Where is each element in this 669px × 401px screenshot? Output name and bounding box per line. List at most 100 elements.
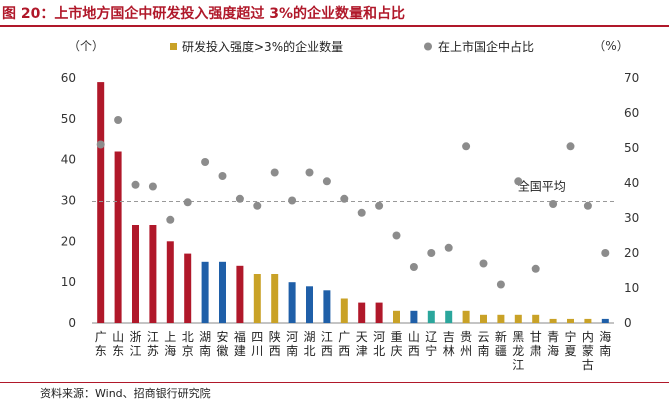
- bar-天津: [358, 302, 366, 323]
- x-label-上海: 上海: [164, 330, 176, 358]
- dot-黑龙江: [514, 177, 523, 186]
- bar-宁夏: [567, 318, 574, 323]
- left-tick-label: 20: [61, 234, 76, 248]
- x-label-四川: 四川: [251, 330, 263, 358]
- dot-河北: [375, 201, 384, 210]
- x-label-北京: 北京: [182, 330, 194, 358]
- right-tick-label: 70: [624, 71, 639, 85]
- x-label-广西: 广西: [338, 330, 350, 358]
- x-label-山西: 山西: [408, 330, 420, 358]
- average-label: 全国平均: [518, 179, 566, 194]
- left-tick-label: 50: [61, 112, 76, 126]
- dot-甘肃: [531, 264, 540, 273]
- x-label-内蒙古: 内蒙古: [582, 330, 594, 372]
- x-label-天津: 天津: [356, 330, 368, 358]
- legend-dot-swatch: [424, 42, 432, 51]
- bar-北京: [184, 253, 192, 323]
- dot-吉林: [444, 243, 453, 252]
- x-label-云南: 云南: [477, 330, 489, 358]
- right-tick-label: 0: [624, 316, 632, 330]
- bar-重庆: [393, 310, 400, 324]
- left-axis-unit: （个）: [68, 39, 104, 53]
- bar-内蒙古: [584, 318, 592, 323]
- x-label-河北: 河北: [373, 330, 385, 358]
- dot-新疆: [496, 280, 505, 289]
- bar-河南: [288, 282, 296, 323]
- left-tick-label: 60: [61, 71, 76, 85]
- bar-吉林: [445, 310, 453, 324]
- bar-贵州: [462, 310, 470, 324]
- x-label-辽宁: 辽宁: [425, 330, 437, 358]
- dot-浙江: [131, 180, 140, 189]
- dot-湖北: [305, 168, 314, 177]
- x-label-贵州: 贵州: [460, 330, 472, 358]
- dot-辽宁: [427, 249, 436, 257]
- legend-bar-swatch: [170, 43, 177, 50]
- bar-辽宁: [427, 310, 435, 324]
- x-label-江苏: 江苏: [147, 330, 159, 358]
- bar-湖北: [306, 286, 313, 324]
- x-label-广东: 广东: [95, 330, 107, 358]
- dot-北京: [183, 198, 192, 207]
- right-tick-label: 60: [624, 106, 639, 120]
- x-label-新疆: 新疆: [495, 329, 507, 358]
- dot-贵州: [462, 142, 471, 151]
- bar-上海: [166, 241, 174, 323]
- dot-四川: [253, 201, 262, 210]
- x-label-吉林: 吉林: [443, 330, 455, 358]
- dot-福建: [235, 194, 244, 203]
- x-label-福建: 福建: [234, 329, 246, 358]
- x-label-江西: 江西: [321, 330, 333, 358]
- bar-河北: [375, 302, 383, 323]
- left-tick-label: 30: [61, 194, 76, 208]
- x-label-海南: 海南: [599, 329, 611, 358]
- dot-重庆: [392, 231, 401, 240]
- right-tick-label: 10: [624, 281, 639, 295]
- dot-河南: [288, 196, 297, 205]
- right-tick-label: 20: [624, 246, 639, 260]
- dot-湖南: [201, 158, 210, 166]
- bar-新疆: [497, 314, 505, 323]
- figure-title: 图 20：上市地方国企中研发投入强度超过 3%的企业数量和占比: [2, 6, 405, 22]
- right-tick-label: 50: [624, 141, 639, 155]
- dot-宁夏: [566, 142, 575, 151]
- bar-湖南: [201, 261, 209, 324]
- dot-天津: [357, 208, 366, 217]
- x-label-黑龙江: 黑龙江: [512, 330, 524, 372]
- bar-广西: [340, 298, 348, 323]
- bar-海南: [601, 318, 609, 323]
- dot-上海: [166, 215, 175, 224]
- legend-dot-label: 在上市国企中占比: [438, 39, 534, 54]
- bar-series: [97, 82, 609, 324]
- legend: 研发投入强度>3%的企业数量 在上市国企中占比: [170, 39, 534, 54]
- bar-甘肃: [532, 314, 540, 323]
- bar-山东: [114, 151, 122, 323]
- left-axis-ticks: 0 10 20 30 40 50 60: [61, 71, 76, 330]
- x-label-浙江: 浙江: [129, 330, 141, 358]
- bar-福建: [236, 265, 244, 323]
- bar-陕西: [271, 274, 279, 323]
- dot-内蒙古: [583, 201, 592, 210]
- left-tick-label: 40: [61, 153, 76, 167]
- bar-四川: [253, 274, 261, 323]
- x-label-宁夏: 宁夏: [564, 329, 576, 358]
- dot-广西: [340, 194, 349, 203]
- share-series: [96, 116, 610, 289]
- dot-海南: [601, 249, 610, 257]
- x-label-陕西: 陕西: [269, 329, 281, 358]
- bar-浙江: [132, 225, 139, 323]
- left-tick-label: 0: [68, 316, 76, 330]
- dot-山西: [409, 263, 418, 271]
- x-axis-labels: 广东山东浙江江苏上海北京湖南安徽福建四川陕西河南湖北江西广西天津河北重庆山西辽宁…: [95, 329, 612, 372]
- bar-青海: [549, 318, 557, 323]
- bar-江苏: [149, 225, 157, 323]
- source-note: 资料来源：Wind、招商银行研究院: [40, 387, 211, 400]
- x-label-重庆: 重庆: [390, 330, 402, 358]
- dot-江苏: [148, 182, 157, 191]
- bar-安徽: [219, 261, 226, 324]
- dot-山东: [114, 116, 123, 124]
- average-line-group: 全国平均: [92, 179, 614, 202]
- right-tick-label: 30: [624, 211, 639, 225]
- legend-bar-label: 研发投入强度>3%的企业数量: [182, 39, 343, 54]
